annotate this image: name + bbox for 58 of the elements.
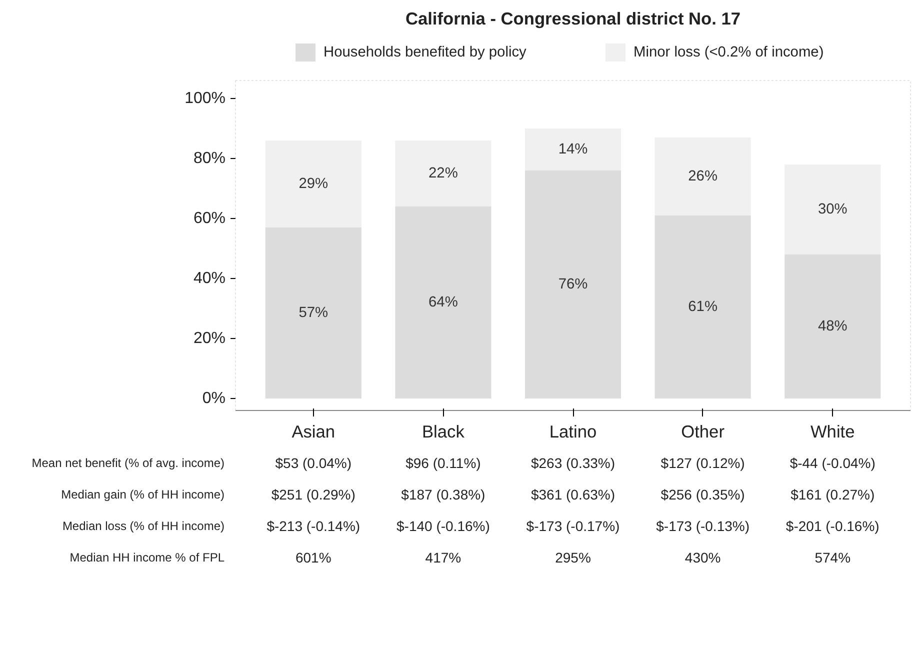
data-label: 48%	[818, 318, 848, 334]
text: Median gain (% of HH income)	[61, 488, 225, 502]
x-tick-label: Black	[422, 422, 465, 442]
legend-label: Households benefited by policy	[324, 44, 528, 60]
bar	[395, 140, 492, 206]
text: $-173 (-0.13%)	[656, 518, 750, 534]
x-tick-label: Asian	[292, 422, 336, 442]
x-tick-label: Other	[681, 422, 725, 442]
text: 601%	[295, 550, 332, 566]
text: $263 (0.33%)	[530, 455, 616, 472]
text: 574%	[814, 550, 851, 566]
text: $96 (0.11%)	[406, 455, 481, 472]
text: $-140 (-0.16%)	[396, 518, 490, 534]
bar	[265, 140, 362, 228]
text: $127 (0.12%)	[660, 455, 745, 472]
legend-label: Minor loss (<0.2% of income)	[634, 44, 824, 60]
data-label: 76%	[558, 276, 588, 292]
y-tick-label: 100%	[184, 90, 226, 107]
text: $-44 (-0.04%)	[790, 455, 876, 472]
bar	[654, 138, 751, 216]
y-tick-label: 0%	[202, 390, 226, 407]
bar	[654, 216, 751, 398]
text: $-201 (-0.16%)	[786, 518, 880, 534]
text: $187 (0.38%)	[401, 486, 486, 503]
y-tick-label: 80%	[193, 150, 226, 167]
text: Median HH income % of FPL	[70, 550, 225, 565]
text: Median loss (% of HH income)	[62, 519, 225, 534]
data-label: 61%	[688, 299, 718, 315]
text: 295%	[555, 550, 591, 566]
y-tick-label: 20%	[193, 330, 226, 347]
data-label: 57%	[298, 305, 328, 321]
y-tick-label: 40%	[193, 270, 226, 287]
text: 430%	[684, 550, 721, 566]
text: Mean net benefit (% of avg. income)	[32, 456, 225, 470]
bar	[524, 170, 622, 398]
x-tick-label: Latino	[549, 422, 597, 442]
text: $251 (0.29%)	[271, 486, 356, 503]
data-label: 14%	[558, 142, 588, 158]
data-label: 30%	[818, 202, 848, 218]
bar	[524, 128, 622, 170]
bar	[784, 254, 881, 398]
text: 417%	[425, 550, 462, 566]
x-tick-label: White	[810, 422, 855, 442]
text: $256 (0.35%)	[660, 486, 745, 503]
text: $-173 (-0.17%)	[526, 518, 620, 534]
bar	[784, 164, 881, 254]
bar	[395, 206, 492, 398]
chart-title: California - Congressional district No. 17	[405, 8, 741, 28]
text: $161 (0.27%)	[790, 486, 875, 503]
bar	[265, 228, 362, 398]
data-label: 26%	[688, 168, 718, 184]
data-label: 22%	[428, 166, 458, 182]
text: $53 (0.04%)	[275, 455, 352, 472]
text: $-213 (-0.14%)	[266, 518, 360, 534]
y-tick-label: 60%	[193, 210, 226, 227]
data-label: 64%	[428, 294, 458, 310]
data-label: 29%	[298, 176, 328, 192]
text: $361 (0.63%)	[530, 486, 616, 503]
